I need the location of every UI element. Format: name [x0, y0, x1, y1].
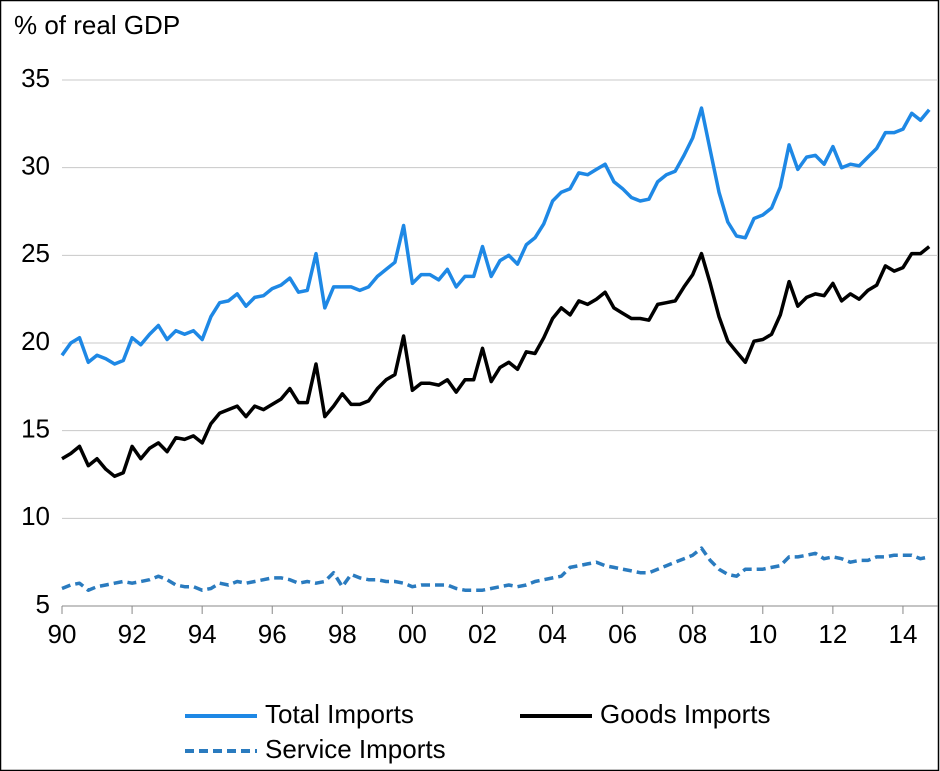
legend-label: Goods Imports — [600, 699, 771, 729]
x-tick-label: 10 — [748, 619, 777, 649]
series-line — [61, 546, 930, 592]
x-tick-label: 96 — [258, 619, 287, 649]
x-tick-label: 08 — [678, 619, 707, 649]
y-axis-label: % of real GDP — [14, 10, 180, 40]
x-tick-label: 02 — [468, 619, 497, 649]
y-tick-label: 20 — [21, 326, 50, 356]
x-tick-label: 04 — [538, 619, 567, 649]
y-tick-label: 35 — [21, 63, 50, 93]
x-tick-label: 14 — [888, 619, 917, 649]
series-line — [61, 245, 931, 479]
x-tick-label: 90 — [48, 619, 77, 649]
x-tick-label: 00 — [398, 619, 427, 649]
series-line — [60, 106, 931, 366]
legend-label: Total Imports — [265, 699, 414, 729]
y-tick-label: 5 — [36, 589, 50, 619]
legend-label: Service Imports — [265, 734, 446, 764]
x-tick-label: 94 — [188, 619, 217, 649]
x-tick-label: 06 — [608, 619, 637, 649]
y-tick-label: 15 — [21, 414, 50, 444]
x-tick-label: 92 — [118, 619, 147, 649]
x-tick-label: 12 — [818, 619, 847, 649]
y-tick-label: 30 — [21, 151, 50, 181]
y-tick-label: 10 — [21, 501, 50, 531]
x-tick-label: 98 — [328, 619, 357, 649]
y-tick-label: 25 — [21, 238, 50, 268]
